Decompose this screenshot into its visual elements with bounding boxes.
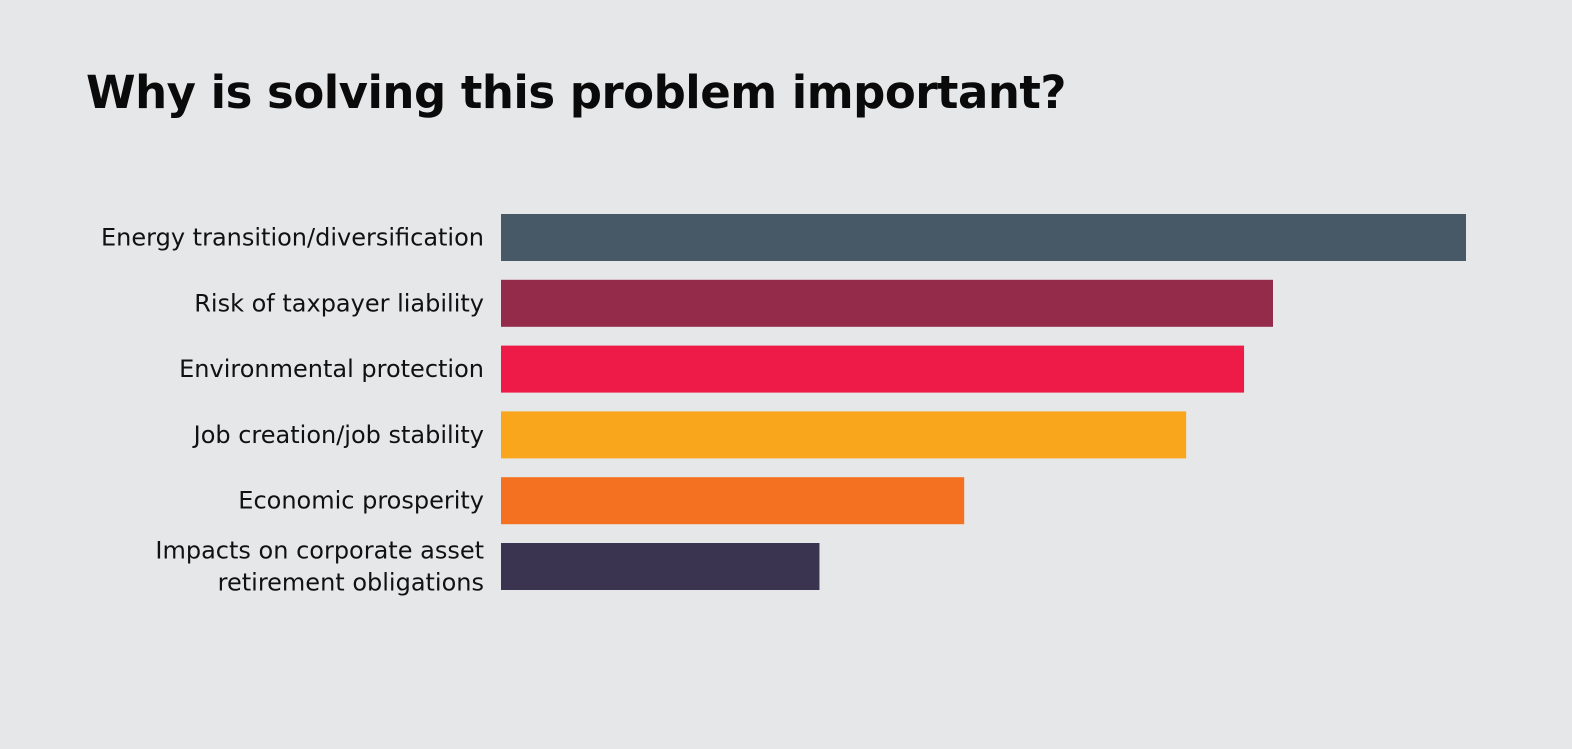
bar <box>501 279 1273 327</box>
bar <box>501 477 965 525</box>
category-label-line: retirement obligations <box>218 569 484 597</box>
bar <box>501 411 1187 459</box>
category-label-line: Environmental protection <box>179 355 484 383</box>
category-label: Energy transition/diversification <box>101 224 484 252</box>
category-label: Environmental protection <box>179 355 484 383</box>
category-label: Risk of taxpayer liability <box>194 289 484 317</box>
category-label: Job creation/job stability <box>192 421 484 449</box>
category-label-line: Job creation/job stability <box>192 421 484 449</box>
bar <box>501 543 820 590</box>
category-label-line: Risk of taxpayer liability <box>194 289 484 317</box>
category-label: Economic prosperity <box>238 487 484 515</box>
bar <box>501 214 1466 261</box>
bar <box>501 345 1245 393</box>
category-label-line: Energy transition/diversification <box>101 224 484 252</box>
category-label-line: Impacts on corporate asset <box>155 537 484 565</box>
category-label: Impacts on corporate asset retirement obl… <box>155 537 484 597</box>
category-label-line: Economic prosperity <box>238 487 484 515</box>
chart-title: Why is solving this problem important? <box>86 66 1066 119</box>
